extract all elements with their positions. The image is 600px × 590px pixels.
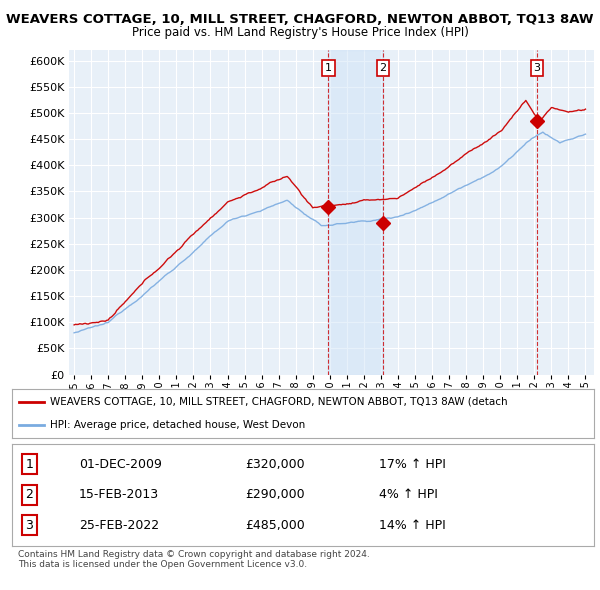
Text: WEAVERS COTTAGE, 10, MILL STREET, CHAGFORD, NEWTON ABBOT, TQ13 8AW (detach: WEAVERS COTTAGE, 10, MILL STREET, CHAGFO… xyxy=(50,397,508,407)
Text: 2: 2 xyxy=(26,488,34,501)
Text: 17% ↑ HPI: 17% ↑ HPI xyxy=(379,458,446,471)
Text: Contains HM Land Registry data © Crown copyright and database right 2024.
This d: Contains HM Land Registry data © Crown c… xyxy=(18,550,370,569)
Text: 4% ↑ HPI: 4% ↑ HPI xyxy=(379,488,437,501)
Text: 1: 1 xyxy=(26,458,34,471)
Text: £320,000: £320,000 xyxy=(245,458,304,471)
Text: 2: 2 xyxy=(379,63,386,73)
Text: 15-FEB-2013: 15-FEB-2013 xyxy=(79,488,159,501)
Text: 14% ↑ HPI: 14% ↑ HPI xyxy=(379,519,445,532)
Text: 25-FEB-2022: 25-FEB-2022 xyxy=(79,519,159,532)
Text: 01-DEC-2009: 01-DEC-2009 xyxy=(79,458,162,471)
Text: WEAVERS COTTAGE, 10, MILL STREET, CHAGFORD, NEWTON ABBOT, TQ13 8AW: WEAVERS COTTAGE, 10, MILL STREET, CHAGFO… xyxy=(6,13,594,26)
Text: £485,000: £485,000 xyxy=(245,519,305,532)
Text: HPI: Average price, detached house, West Devon: HPI: Average price, detached house, West… xyxy=(50,420,305,430)
Text: 3: 3 xyxy=(533,63,541,73)
Text: Price paid vs. HM Land Registry's House Price Index (HPI): Price paid vs. HM Land Registry's House … xyxy=(131,26,469,39)
Text: 1: 1 xyxy=(325,63,332,73)
Bar xyxy=(328,50,383,375)
Text: 3: 3 xyxy=(26,519,34,532)
Text: £290,000: £290,000 xyxy=(245,488,304,501)
